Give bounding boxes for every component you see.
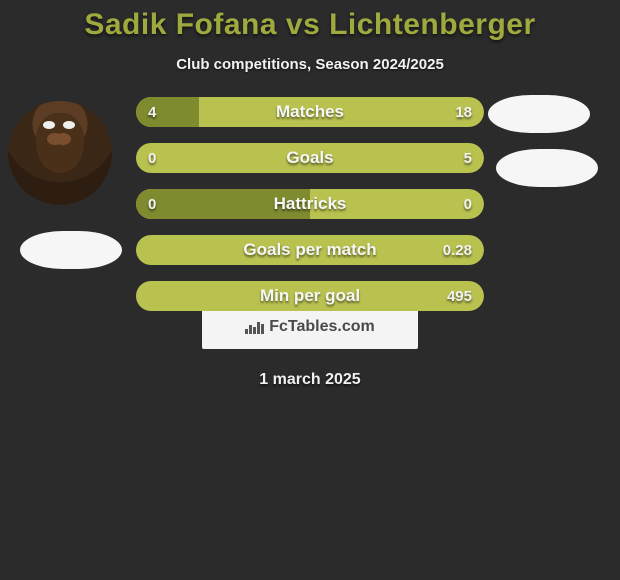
player-b-club-badge [496, 149, 598, 187]
bar-track [136, 189, 484, 219]
page-subtitle: Club competitions, Season 2024/2025 [0, 56, 620, 73]
brand-card: FcTables.com [202, 305, 418, 349]
bar-track [136, 97, 484, 127]
stat-bar: 495Min per goal [136, 281, 484, 311]
bar-fill-a [136, 97, 199, 127]
player-a-club-badge [20, 231, 122, 269]
bar-fill-a [136, 189, 310, 219]
bar-value-a: 0 [148, 189, 156, 219]
stat-bar: 05Goals [136, 143, 484, 173]
bar-track [136, 143, 484, 173]
player-a-avatar [8, 101, 112, 205]
stat-bar: 00Hattricks [136, 189, 484, 219]
player-b-avatar-placeholder [488, 95, 590, 133]
bar-fill-b [136, 143, 484, 173]
brand-text: FcTables.com [269, 318, 375, 336]
stat-bar: 0.28Goals per match [136, 235, 484, 265]
bar-value-b: 495 [447, 281, 472, 311]
bar-value-b: 18 [455, 97, 472, 127]
bar-value-b: 0 [464, 189, 472, 219]
bar-fill-b [136, 235, 484, 265]
footer-date: 1 march 2025 [0, 371, 620, 389]
bar-value-b: 5 [464, 143, 472, 173]
bar-value-b: 0.28 [443, 235, 472, 265]
bar-value-a: 0 [148, 143, 156, 173]
chart-icon [245, 320, 263, 334]
bar-track [136, 235, 484, 265]
page-title: Sadik Fofana vs Lichtenberger [0, 0, 620, 42]
stat-bar: 418Matches [136, 97, 484, 127]
stat-bars: 418Matches05Goals00Hattricks0.28Goals pe… [136, 97, 484, 311]
bar-value-a: 4 [148, 97, 156, 127]
bar-fill-b [136, 281, 484, 311]
bar-track [136, 281, 484, 311]
